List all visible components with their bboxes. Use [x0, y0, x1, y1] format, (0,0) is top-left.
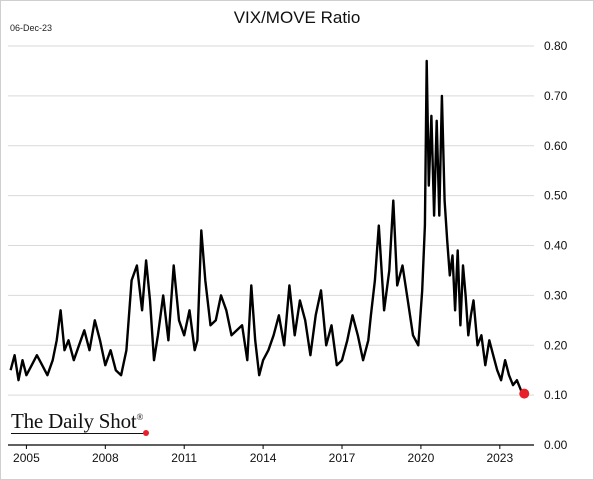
y-tick-label: 0.30: [544, 288, 568, 302]
x-tick-label: 2014: [250, 451, 277, 465]
y-tick-label: 0.80: [544, 39, 568, 53]
y-tick-label: 0.20: [544, 338, 568, 352]
y-axis-ticks: 0.00 0.10 0.20 0.30 0.40 0.50 0.60 0.70 0.80: [544, 39, 568, 452]
y-tick-label: 0.50: [544, 189, 568, 203]
logo-underline: [11, 433, 145, 434]
latest-value-marker: [519, 388, 530, 399]
x-tick-label: 2023: [486, 451, 513, 465]
y-tick-label: 0.70: [544, 89, 568, 103]
x-tick-label: 2008: [92, 451, 119, 465]
x-tick-label: 2005: [13, 451, 40, 465]
daily-shot-logo: The Daily Shot®: [11, 409, 143, 434]
chart-title: VIX/MOVE Ratio: [233, 8, 361, 27]
logo-text: The Daily Shot: [11, 409, 137, 433]
x-tick-label: 2017: [329, 451, 356, 465]
y-tick-label: 0.40: [544, 239, 568, 253]
logo-mark: ®: [136, 412, 144, 422]
y-tick-label: 0.60: [544, 139, 568, 153]
x-tick-label: 2020: [408, 451, 435, 465]
y-tick-label: 0.10: [544, 388, 568, 402]
y-tick-label: 0.00: [544, 438, 568, 452]
date-stamp: 06-Dec-23: [10, 23, 53, 33]
logo-red-dot: [143, 430, 149, 436]
x-tick-label: 2011: [171, 451, 197, 465]
x-axis-ticks: 2005 2008 2011 2014 2017 2020 2023: [13, 445, 513, 465]
gridlines: [8, 45, 534, 446]
ratio-series-line: [9, 59, 526, 395]
